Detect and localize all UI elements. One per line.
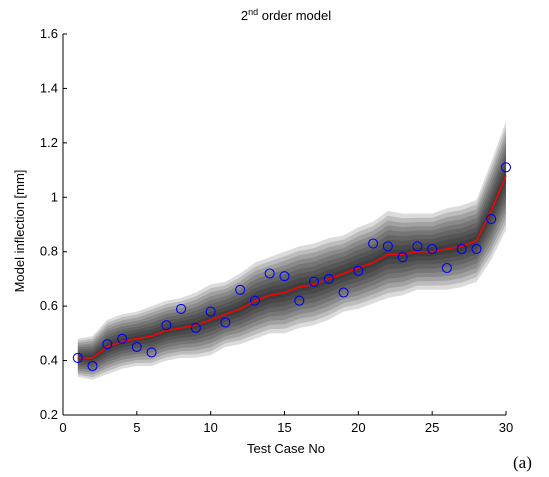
data-point <box>441 262 452 274</box>
x-tick-label: 20 <box>351 420 365 435</box>
y-tick-label: 0.8 <box>40 244 58 259</box>
data-point <box>102 339 113 350</box>
data-point <box>220 317 231 328</box>
data-point <box>368 238 379 249</box>
y-ticks: 0.2 0.4 0.6 0.8 1 1.2 1.4 1.6 <box>40 26 67 422</box>
data-point <box>146 347 157 358</box>
x-ticks: 0 5 10 15 20 25 30 <box>59 411 513 435</box>
x-tick-label: 10 <box>203 420 217 435</box>
data-point <box>72 352 83 363</box>
x-tick-label: 30 <box>499 420 513 435</box>
x-tick-label: 5 <box>133 420 140 435</box>
uncertainty-band-layer <box>77 151 507 368</box>
data-point <box>190 322 201 333</box>
y-tick-label: 1 <box>51 189 58 204</box>
data-point <box>308 276 320 287</box>
x-tick-label: 25 <box>425 420 439 435</box>
data-point <box>338 287 349 298</box>
chart-title: 2nd order model <box>241 7 331 23</box>
y-tick-label: 0.6 <box>40 298 58 313</box>
data-point <box>235 284 246 295</box>
data-point <box>294 295 305 306</box>
y-tick-label: 0.4 <box>40 353 58 368</box>
data-point <box>427 243 438 255</box>
y-tick-label: 1.4 <box>40 80 58 95</box>
data-point <box>176 303 187 314</box>
uncertainty-band-layer <box>77 145 507 370</box>
y-axis-title: Model inflection [mm] <box>12 170 27 293</box>
data-point <box>87 360 98 372</box>
data-point <box>131 341 142 353</box>
data-points <box>72 162 512 372</box>
y-tick-label: 0.2 <box>40 407 58 422</box>
data-point <box>382 241 393 252</box>
data-point <box>353 265 364 276</box>
data-point <box>471 243 482 255</box>
data-point <box>500 162 512 173</box>
uncertainty-band-layer <box>77 169 507 361</box>
uncertainty-band-layer <box>77 157 507 366</box>
mean-line-layer <box>77 175 507 359</box>
data-point <box>249 295 261 306</box>
uncertainty-band-layer <box>77 139 507 373</box>
x-tick-label: 0 <box>59 420 66 435</box>
data-point <box>456 243 467 255</box>
data-point <box>397 252 408 263</box>
data-point <box>412 241 423 252</box>
uncertainty-band-layer <box>77 121 507 380</box>
data-point <box>323 273 334 284</box>
mean-line <box>77 175 507 359</box>
x-axis-title: Test Case No <box>247 441 325 456</box>
panel-label: (a) <box>513 453 532 472</box>
data-point <box>205 306 216 317</box>
uncertainty-band-layer <box>77 133 507 375</box>
y-tick-label: 1.6 <box>40 26 58 41</box>
uncertainty-band <box>77 121 507 380</box>
data-point <box>117 333 128 344</box>
data-point <box>279 271 290 282</box>
y-tick-label: 1.2 <box>40 135 58 150</box>
data-point <box>264 268 275 279</box>
uncertainty-band-layer <box>77 127 507 378</box>
x-tick-label: 15 <box>277 420 291 435</box>
data-point <box>161 320 172 331</box>
data-point <box>486 214 497 225</box>
